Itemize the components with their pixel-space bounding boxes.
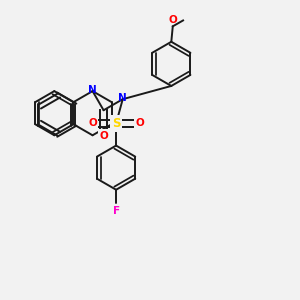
Text: N: N bbox=[88, 85, 97, 95]
Text: S: S bbox=[112, 117, 120, 130]
Text: N: N bbox=[118, 93, 127, 103]
Text: F: F bbox=[112, 206, 120, 216]
Text: O: O bbox=[135, 118, 144, 128]
Text: O: O bbox=[88, 118, 97, 128]
Text: O: O bbox=[168, 15, 177, 25]
Text: O: O bbox=[99, 131, 108, 141]
